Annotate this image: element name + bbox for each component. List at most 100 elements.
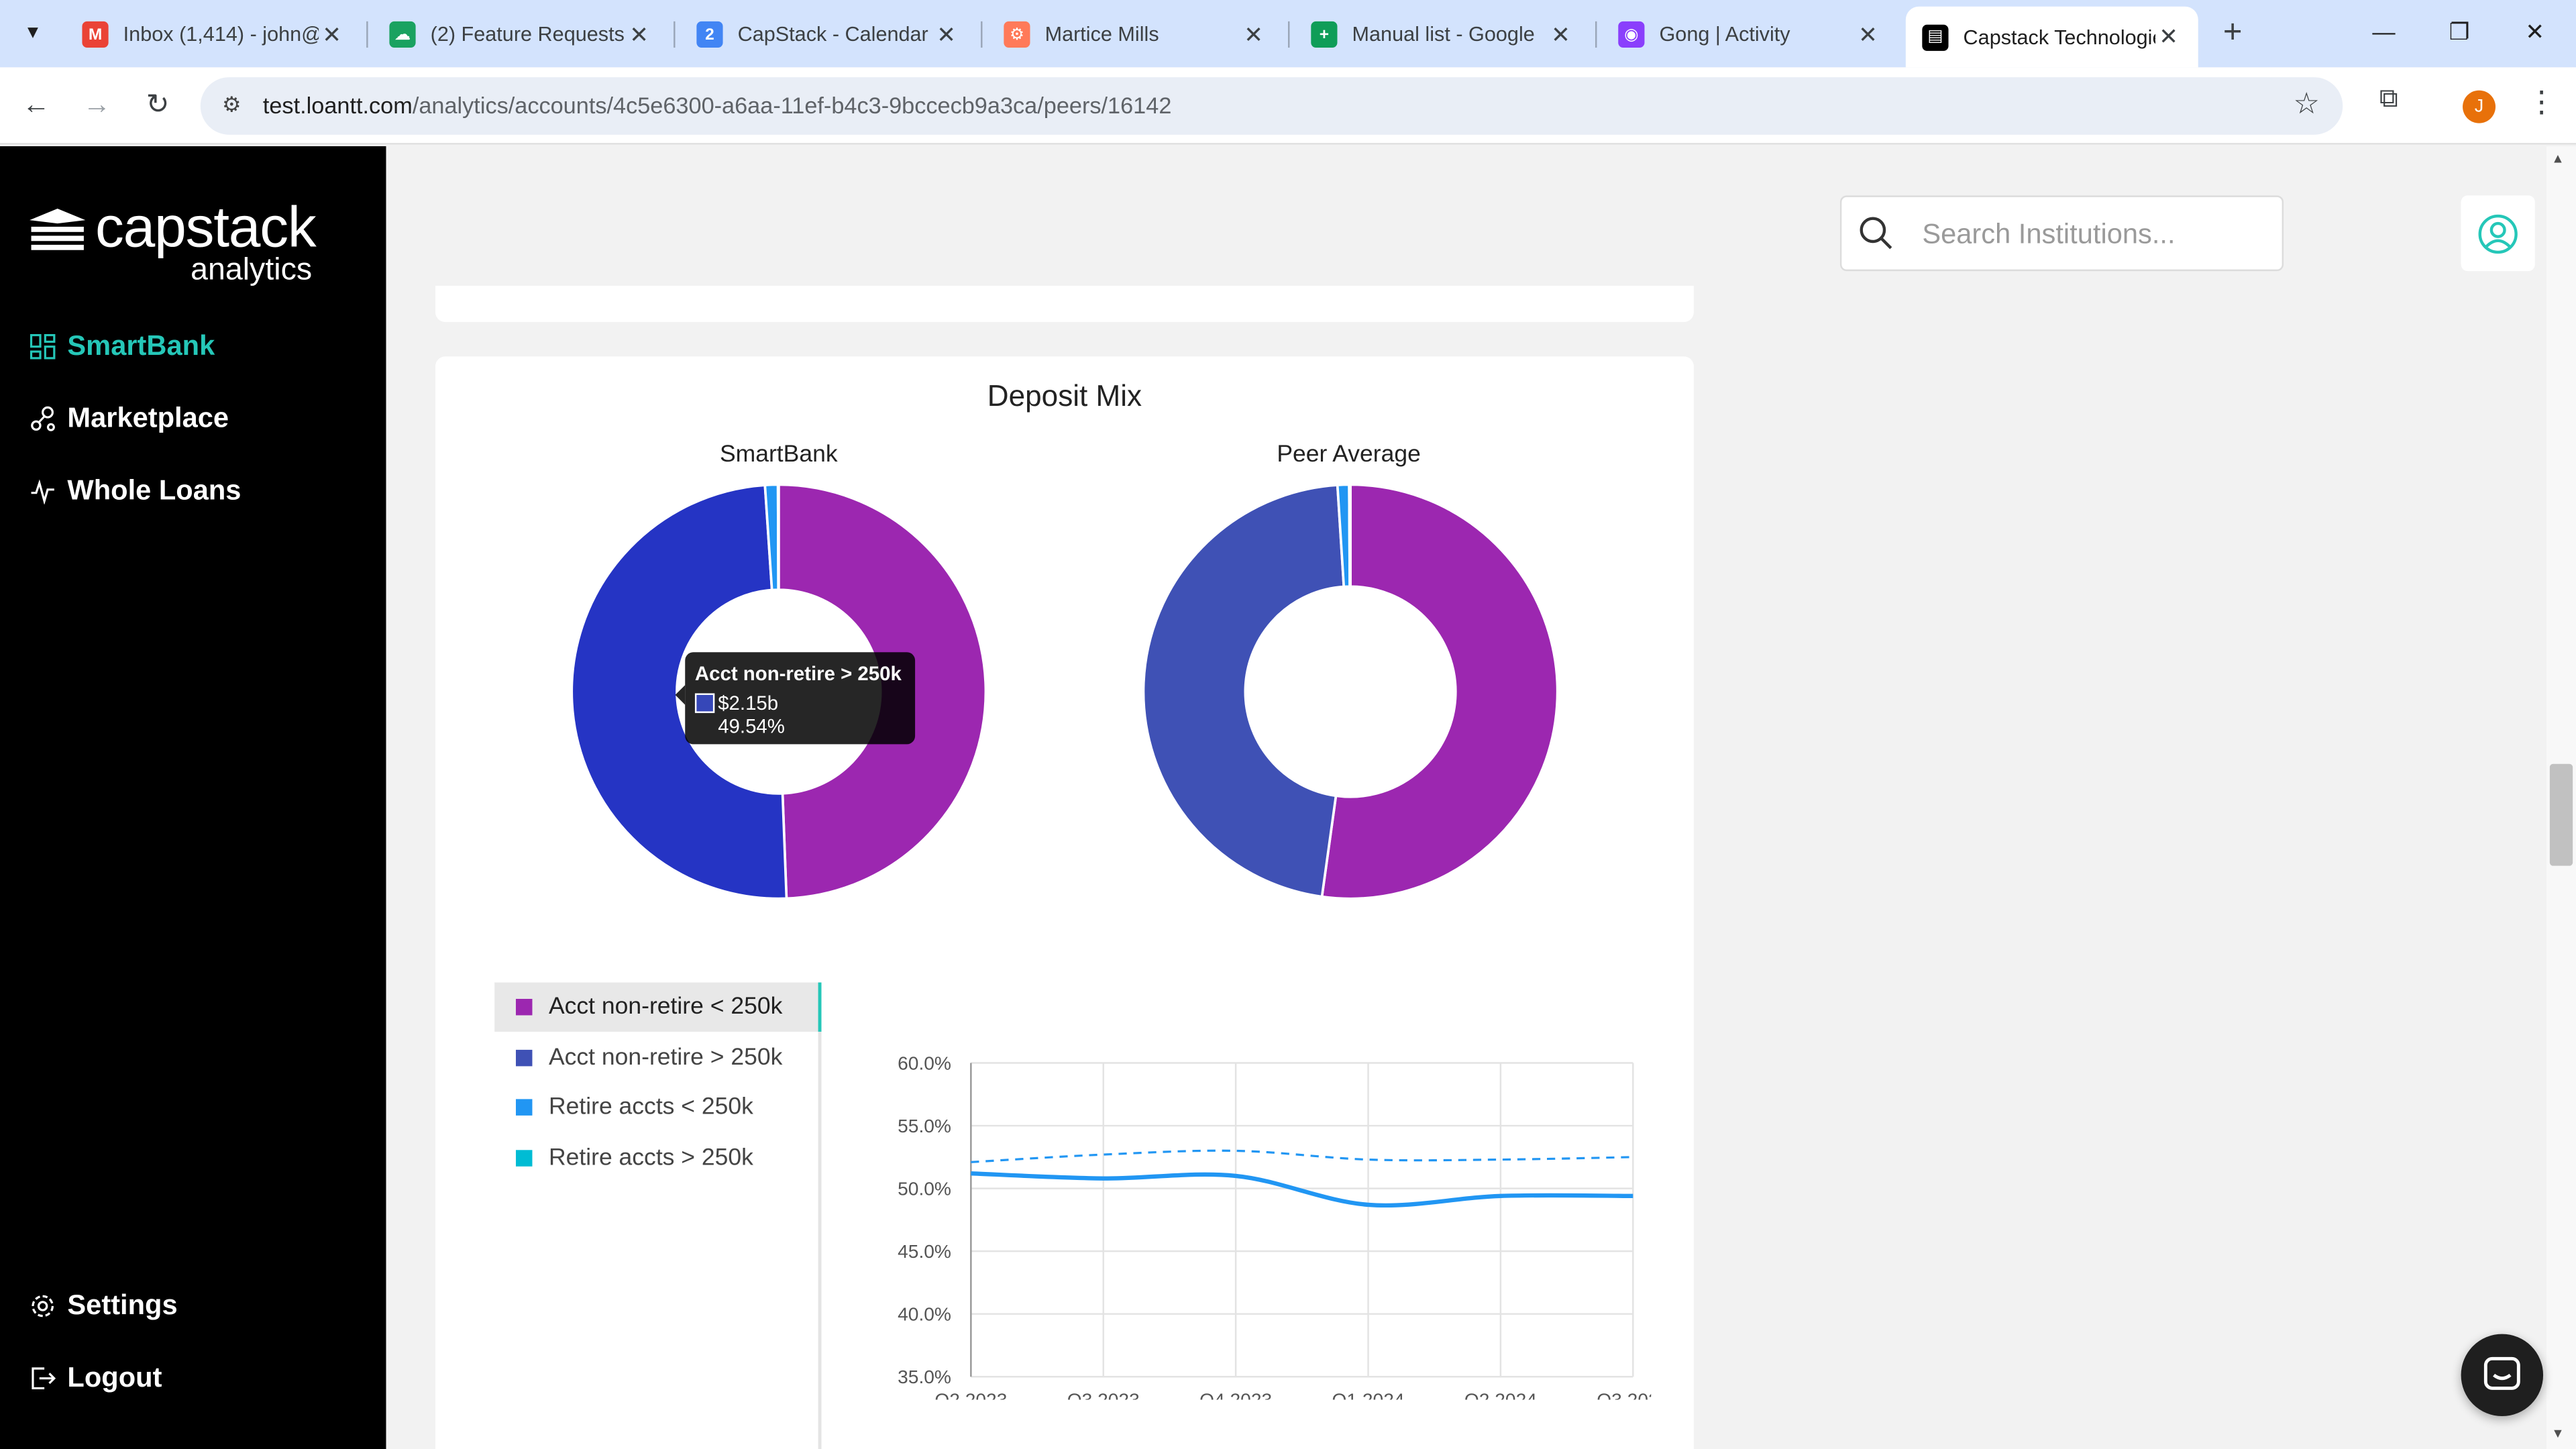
peer-donut-chart[interactable]	[1140, 482, 1561, 902]
legend-swatch	[515, 1099, 533, 1116]
y-tick-label: 45.0%	[898, 1241, 951, 1262]
tab-close-icon[interactable]: ✕	[1551, 20, 1570, 47]
extensions-icon[interactable]: ⧉	[2379, 85, 2398, 113]
activity-icon	[30, 478, 56, 504]
gear-icon	[30, 1293, 56, 1319]
arrow-right-icon: →	[83, 89, 111, 120]
tab-close-icon[interactable]: ✕	[629, 20, 649, 47]
url-host: test.loantt.com	[262, 92, 413, 119]
site-info-icon[interactable]: ⚙	[222, 92, 241, 117]
sidebar: capstack analytics SmartBank Marketplace…	[0, 146, 386, 1449]
x-tick-label: Q2 2024	[1464, 1389, 1537, 1399]
back-button[interactable]: ←	[16, 85, 56, 125]
tab-title: Inbox (1,414) - john@	[123, 23, 319, 46]
close-window-button[interactable]: ✕	[2525, 17, 2545, 45]
legend-item[interactable]: Retire accts > 250k	[494, 1133, 820, 1182]
bookmark-star-icon[interactable]: ☆	[2293, 87, 2320, 120]
restore-button[interactable]: ❐	[2449, 17, 2470, 45]
minimize-button[interactable]: —	[2372, 17, 2396, 45]
sidebar-item-marketplace[interactable]: Marketplace	[30, 399, 229, 439]
donut-slice[interactable]	[1348, 483, 1352, 588]
donut-slice[interactable]	[1142, 484, 1346, 898]
tab-separator	[1288, 21, 1290, 48]
browser-menu-icon[interactable]: ⋮	[2526, 85, 2557, 119]
browser-tab[interactable]: M Inbox (1,414) - john@ ✕	[66, 10, 362, 59]
forward-button[interactable]: →	[77, 85, 117, 125]
legend-label: Retire accts > 250k	[548, 1144, 753, 1171]
browser-tab[interactable]: ▤ Capstack Technologie ✕	[1905, 6, 2198, 68]
logo-stack-icon	[30, 209, 86, 250]
tab-title: (2) Feature Requests	[430, 23, 625, 46]
url-text[interactable]: test.loantt.com/analytics/accounts/4c5e6…	[263, 92, 1172, 118]
y-tick-label: 35.0%	[898, 1366, 951, 1387]
x-tick-label: Q2 2023	[934, 1389, 1007, 1399]
tab-close-icon[interactable]: ✕	[1858, 20, 1878, 47]
browser-tab[interactable]: ◉ Gong | Activity ✕	[1602, 10, 1898, 59]
tooltip-title: Acct non-retire > 250k	[694, 661, 902, 686]
reload-button[interactable]: ↻	[138, 85, 178, 125]
scrollbar-thumb[interactable]	[2549, 763, 2573, 866]
logo-word-analytics: analytics	[191, 253, 313, 288]
sidebar-item-settings[interactable]: Settings	[30, 1287, 178, 1326]
tooltip-caret	[675, 685, 686, 705]
sidebar-item-smartbank[interactable]: SmartBank	[30, 327, 215, 366]
profile-avatar[interactable]: J	[2463, 90, 2496, 123]
scroll-down-arrow[interactable]: ▼	[2551, 1426, 2565, 1441]
tab-close-icon[interactable]: ✕	[1244, 20, 1263, 47]
user-circle-icon	[2478, 214, 2518, 254]
peer-donut-title: Peer Average	[1277, 441, 1421, 468]
deposit-mix-trend-chart[interactable]: 35.0% 40.0% 45.0% 50.0% 55.0% 60.0% Q2 2023 Q3 …	[830, 1006, 1651, 1400]
x-tick-label: Q4 2023	[1199, 1389, 1272, 1399]
hubspot-icon: ⚙	[1004, 21, 1030, 48]
donut-slice[interactable]	[1320, 483, 1559, 900]
sidebar-item-label: SmartBank	[67, 330, 215, 362]
search-icon	[1860, 217, 1892, 250]
browser-tab[interactable]: 2 CapStack - Calendar ✕	[680, 10, 976, 59]
smartbank-line[interactable]	[971, 1171, 1633, 1208]
tab-separator	[366, 21, 368, 48]
browser-tab[interactable]: + Manual list - Google ✕	[1295, 10, 1591, 59]
donut-slice[interactable]	[776, 483, 780, 592]
tab-separator	[981, 21, 983, 48]
legend-item[interactable]: Acct non-retire < 250k	[494, 982, 820, 1032]
tab-close-icon[interactable]: ✕	[936, 20, 956, 47]
chat-launcher-button[interactable]	[2461, 1334, 2544, 1417]
user-account-button[interactable]	[2461, 195, 2535, 272]
browser-tab-strip: ▼ M Inbox (1,414) - john@ ✕ ☁ (2) Feature Re…	[0, 0, 2576, 68]
browser-tab[interactable]: ⚙ Martice Mills ✕	[987, 10, 1283, 59]
gmail-icon: M	[82, 21, 109, 48]
scroll-up-arrow[interactable]: ▲	[2551, 151, 2565, 166]
cloud-icon: ☁	[389, 21, 416, 48]
legend-swatch	[515, 998, 533, 1016]
new-tab-button[interactable]: +	[2222, 15, 2243, 51]
tooltip-percent: 49.54%	[718, 714, 785, 738]
sidebar-item-logout[interactable]: Logout	[30, 1358, 162, 1398]
legend-swatch	[515, 1049, 533, 1066]
tab-close-icon[interactable]: ✕	[2159, 23, 2179, 50]
legend-item[interactable]: Acct non-retire > 250k	[494, 1032, 820, 1081]
legend-label: Acct non-retire < 250k	[548, 994, 783, 1020]
url-path: /analytics/accounts/4c5e6300-a6aa-11ef-b…	[412, 92, 1172, 119]
tab-separator	[674, 21, 676, 48]
sheets-icon: +	[1311, 21, 1338, 48]
address-bar[interactable]: ⚙ test.loantt.com/analytics/accounts/4c5…	[200, 77, 2343, 135]
browser-toolbar: ← → ↻ ⚙ test.loantt.com/analytics/accoun…	[0, 67, 2576, 145]
dashboard-icon	[30, 333, 56, 360]
deposit-mix-card: Deposit Mix SmartBank Peer Average Acct …	[435, 356, 1694, 1449]
tab-close-icon[interactable]: ✕	[322, 20, 342, 47]
tab-search-button[interactable]: ▼	[13, 13, 53, 53]
legend-item[interactable]: Retire accts < 250k	[494, 1083, 820, 1132]
search-institutions[interactable]: Search Institutions...	[1839, 195, 2284, 272]
chat-icon	[2483, 1356, 2520, 1390]
y-tick-label: 40.0%	[898, 1304, 951, 1325]
browser-tab[interactable]: ☁ (2) Feature Requests ✕	[373, 10, 669, 59]
peer-average-line[interactable]	[971, 1149, 1633, 1163]
donut-tooltip: Acct non-retire > 250k $2.15b 49.54%	[675, 652, 916, 745]
y-tick-label: 60.0%	[898, 1053, 951, 1073]
capstack-logo[interactable]: capstack analytics	[30, 198, 341, 290]
search-input[interactable]: Search Institutions...	[1922, 218, 2176, 250]
chevron-down-icon: ▼	[23, 23, 42, 43]
sidebar-item-whole-loans[interactable]: Whole Loans	[30, 472, 241, 511]
x-tick-label: Q1 2024	[1332, 1389, 1405, 1399]
tooltip-swatch	[694, 693, 715, 713]
